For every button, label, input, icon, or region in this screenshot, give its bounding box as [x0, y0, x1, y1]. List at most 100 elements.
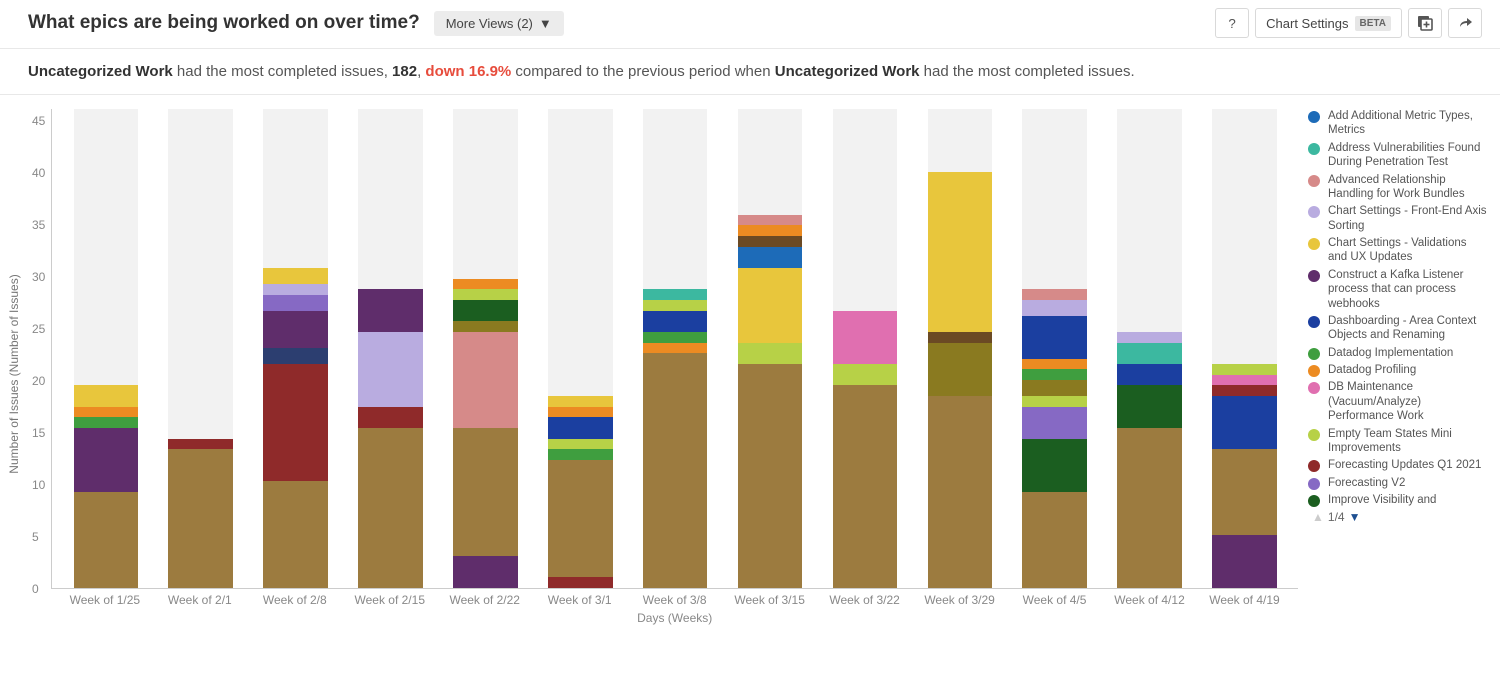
- bar-segment[interactable]: [1117, 385, 1182, 428]
- bar-segment[interactable]: [738, 215, 803, 226]
- bar-segment[interactable]: [263, 364, 328, 481]
- bar-segment[interactable]: [548, 460, 613, 577]
- bar-segment[interactable]: [453, 332, 518, 428]
- bar-segment[interactable]: [548, 396, 613, 407]
- bar-segment[interactable]: [453, 300, 518, 321]
- bar-stack[interactable]: [453, 279, 518, 588]
- bar-segment[interactable]: [643, 332, 708, 343]
- bar-stack[interactable]: [358, 289, 423, 588]
- bar-segment[interactable]: [453, 289, 518, 300]
- bar-segment[interactable]: [1212, 364, 1277, 375]
- bar-stack[interactable]: [833, 311, 898, 588]
- bar-segment[interactable]: [1022, 407, 1087, 439]
- bar-segment[interactable]: [738, 247, 803, 268]
- bar-segment[interactable]: [453, 321, 518, 332]
- bar-segment[interactable]: [74, 417, 139, 428]
- bar-segment[interactable]: [738, 343, 803, 364]
- legend-item[interactable]: DB Maintenance (Vacuum/Analyze) Performa…: [1308, 380, 1488, 423]
- more-views-button[interactable]: More Views (2) ▼: [434, 11, 564, 36]
- help-button[interactable]: ?: [1215, 8, 1249, 38]
- bar-segment[interactable]: [548, 449, 613, 460]
- bar-segment[interactable]: [548, 407, 613, 418]
- bar-stack[interactable]: [1212, 364, 1277, 588]
- bar-segment[interactable]: [263, 481, 328, 588]
- bar-segment[interactable]: [1117, 428, 1182, 588]
- bar-stack[interactable]: [263, 268, 328, 588]
- bar-segment[interactable]: [1212, 396, 1277, 449]
- bar-segment[interactable]: [738, 364, 803, 588]
- bar-segment[interactable]: [1022, 300, 1087, 316]
- legend-item[interactable]: Forecasting Updates Q1 2021: [1308, 458, 1488, 472]
- bar-segment[interactable]: [1022, 380, 1087, 396]
- bar-segment[interactable]: [1212, 535, 1277, 588]
- bar-segment[interactable]: [1212, 449, 1277, 534]
- legend-item[interactable]: Address Vulnerabilities Found During Pen…: [1308, 141, 1488, 170]
- bar-segment[interactable]: [643, 343, 708, 354]
- legend-page-down-icon[interactable]: ▼: [1349, 510, 1361, 524]
- bar-segment[interactable]: [928, 343, 993, 396]
- bar-segment[interactable]: [1022, 439, 1087, 492]
- bar-segment[interactable]: [1022, 369, 1087, 380]
- bar-segment[interactable]: [548, 577, 613, 588]
- bar-segment[interactable]: [1117, 343, 1182, 364]
- bar-segment[interactable]: [358, 407, 423, 428]
- bar-stack[interactable]: [1022, 289, 1087, 588]
- bar-segment[interactable]: [1212, 385, 1277, 396]
- bar-segment[interactable]: [643, 311, 708, 332]
- bar-segment[interactable]: [833, 311, 898, 364]
- bar-stack[interactable]: [168, 439, 233, 588]
- bar-segment[interactable]: [738, 236, 803, 247]
- legend-item[interactable]: Advanced Relationship Handling for Work …: [1308, 173, 1488, 202]
- legend-item[interactable]: Improve Visibility and: [1308, 493, 1488, 507]
- bar-stack[interactable]: [643, 289, 708, 588]
- bar-segment[interactable]: [1212, 375, 1277, 386]
- legend-item[interactable]: Datadog Profiling: [1308, 363, 1488, 377]
- bar-stack[interactable]: [1117, 332, 1182, 588]
- legend-item[interactable]: Construct a Kafka Listener process that …: [1308, 268, 1488, 311]
- bar-segment[interactable]: [168, 439, 233, 450]
- chart-settings-button[interactable]: Chart Settings BETA: [1255, 8, 1402, 38]
- bar-segment[interactable]: [263, 311, 328, 348]
- bar-stack[interactable]: [74, 385, 139, 588]
- bar-segment[interactable]: [263, 348, 328, 364]
- bar-segment[interactable]: [74, 407, 139, 418]
- bar-segment[interactable]: [1117, 364, 1182, 385]
- bar-segment[interactable]: [928, 332, 993, 343]
- legend-item[interactable]: Empty Team States Mini Improvements: [1308, 427, 1488, 456]
- bar-segment[interactable]: [1022, 289, 1087, 300]
- legend-item[interactable]: Add Additional Metric Types, Metrics: [1308, 109, 1488, 138]
- bar-segment[interactable]: [928, 172, 993, 332]
- bar-segment[interactable]: [738, 268, 803, 343]
- bar-segment[interactable]: [738, 225, 803, 236]
- bar-segment[interactable]: [1022, 396, 1087, 407]
- bar-segment[interactable]: [168, 449, 233, 588]
- bar-segment[interactable]: [74, 385, 139, 406]
- bar-segment[interactable]: [1022, 316, 1087, 359]
- bar-segment[interactable]: [358, 289, 423, 332]
- bar-segment[interactable]: [358, 428, 423, 588]
- bar-segment[interactable]: [263, 295, 328, 311]
- bar-stack[interactable]: [928, 172, 993, 588]
- bar-segment[interactable]: [74, 492, 139, 588]
- bar-segment[interactable]: [263, 268, 328, 284]
- bar-segment[interactable]: [928, 396, 993, 588]
- bar-segment[interactable]: [548, 417, 613, 438]
- bar-segment[interactable]: [1022, 492, 1087, 588]
- legend-item[interactable]: Chart Settings - Validations and UX Upda…: [1308, 236, 1488, 265]
- bar-segment[interactable]: [453, 428, 518, 556]
- bar-segment[interactable]: [1117, 332, 1182, 343]
- bar-segment[interactable]: [453, 279, 518, 290]
- bar-stack[interactable]: [548, 396, 613, 588]
- legend-item[interactable]: Dashboarding - Area Context Objects and …: [1308, 314, 1488, 343]
- bar-stack[interactable]: [738, 215, 803, 588]
- bar-segment[interactable]: [74, 428, 139, 492]
- bar-segment[interactable]: [833, 364, 898, 385]
- add-chart-button[interactable]: [1408, 8, 1442, 38]
- bar-segment[interactable]: [453, 556, 518, 588]
- bar-segment[interactable]: [548, 439, 613, 450]
- legend-item[interactable]: Chart Settings - Front-End Axis Sorting: [1308, 204, 1488, 233]
- bar-segment[interactable]: [263, 284, 328, 295]
- legend-item[interactable]: Datadog Implementation: [1308, 346, 1488, 360]
- bar-segment[interactable]: [358, 332, 423, 407]
- bar-segment[interactable]: [643, 300, 708, 311]
